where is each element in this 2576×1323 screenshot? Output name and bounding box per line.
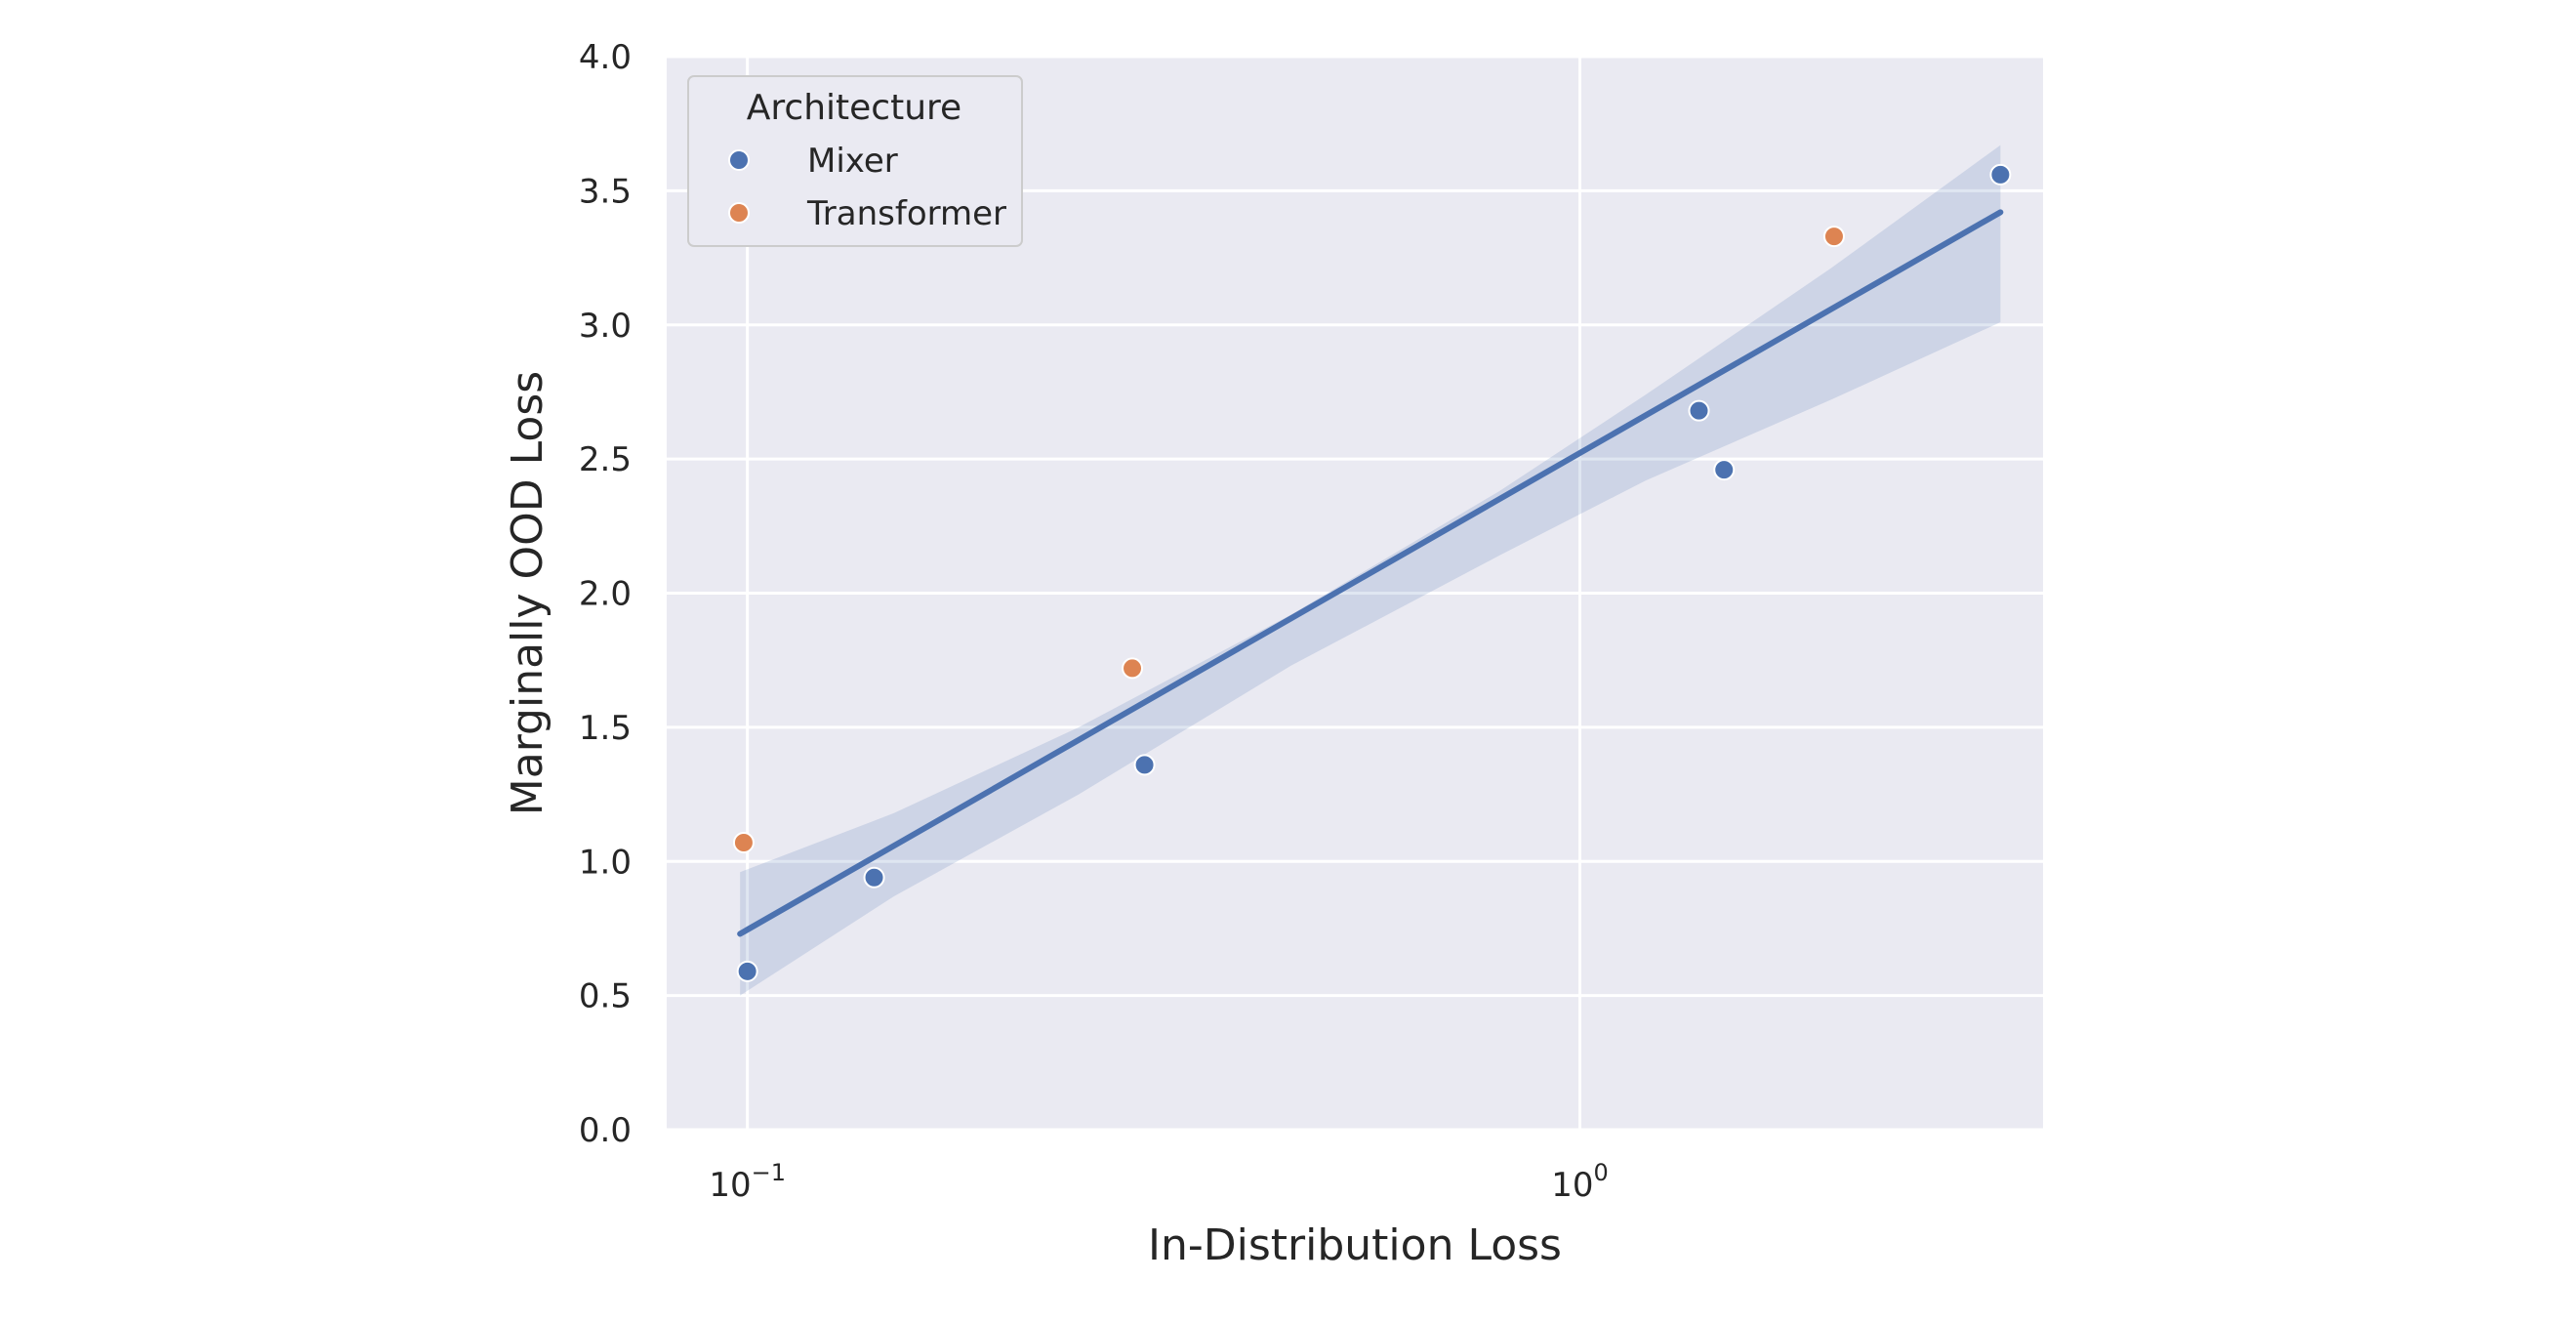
y-tick-label: 3.0 bbox=[579, 307, 632, 346]
x-tick-label: 100 bbox=[1551, 1159, 1609, 1205]
x-tick-exponent: −1 bbox=[752, 1159, 786, 1186]
y-tick-label: 2.0 bbox=[579, 575, 632, 614]
legend-title: Architecture bbox=[747, 88, 961, 128]
y-tick-labels: 0.0 0.5 1.0 1.5 2.0 2.5 3.0 3.5 4.0 bbox=[579, 38, 632, 1150]
point-mixer bbox=[863, 866, 885, 889]
x-tick-base: 10 bbox=[709, 1166, 751, 1205]
y-tick-label: 3.5 bbox=[579, 172, 632, 211]
regression-line bbox=[737, 209, 2004, 937]
x-tick-base: 10 bbox=[1551, 1166, 1593, 1205]
y-tick-label: 1.0 bbox=[579, 843, 632, 882]
point-mixer bbox=[1133, 754, 1156, 776]
x-axis-label: In-Distribution Loss bbox=[1148, 1220, 1562, 1270]
regression-line-layer bbox=[737, 209, 2004, 937]
point-transformer bbox=[732, 832, 755, 854]
y-tick-label: 0.0 bbox=[579, 1111, 632, 1150]
point-transformer bbox=[1122, 657, 1144, 680]
legend-marker-transformer bbox=[728, 202, 750, 224]
point-mixer bbox=[1989, 163, 2012, 186]
y-tick-label: 0.5 bbox=[579, 977, 632, 1016]
x-tick-labels: 10−1 100 bbox=[709, 1159, 1608, 1205]
x-tick-label: 10−1 bbox=[709, 1159, 786, 1205]
y-tick-label: 1.5 bbox=[579, 709, 632, 748]
point-mixer bbox=[1713, 459, 1736, 481]
legend-label: Transformer bbox=[806, 194, 1006, 233]
legend-label: Mixer bbox=[807, 142, 898, 181]
scatter-points bbox=[732, 163, 2012, 982]
x-tick-exponent: 0 bbox=[1594, 1159, 1609, 1186]
legend-marker-mixer bbox=[728, 149, 750, 171]
legend-box bbox=[687, 75, 1023, 247]
legend: Architecture Mixer Transformer bbox=[687, 75, 1023, 247]
point-transformer bbox=[1822, 226, 1845, 248]
y-tick-label: 2.5 bbox=[579, 440, 632, 479]
point-mixer bbox=[1688, 399, 1710, 422]
point-mixer bbox=[736, 960, 758, 982]
legend-items: Mixer Transformer bbox=[728, 142, 1006, 233]
y-axis-label: Marginally OOD Loss bbox=[503, 371, 552, 815]
y-tick-label: 4.0 bbox=[579, 38, 632, 77]
